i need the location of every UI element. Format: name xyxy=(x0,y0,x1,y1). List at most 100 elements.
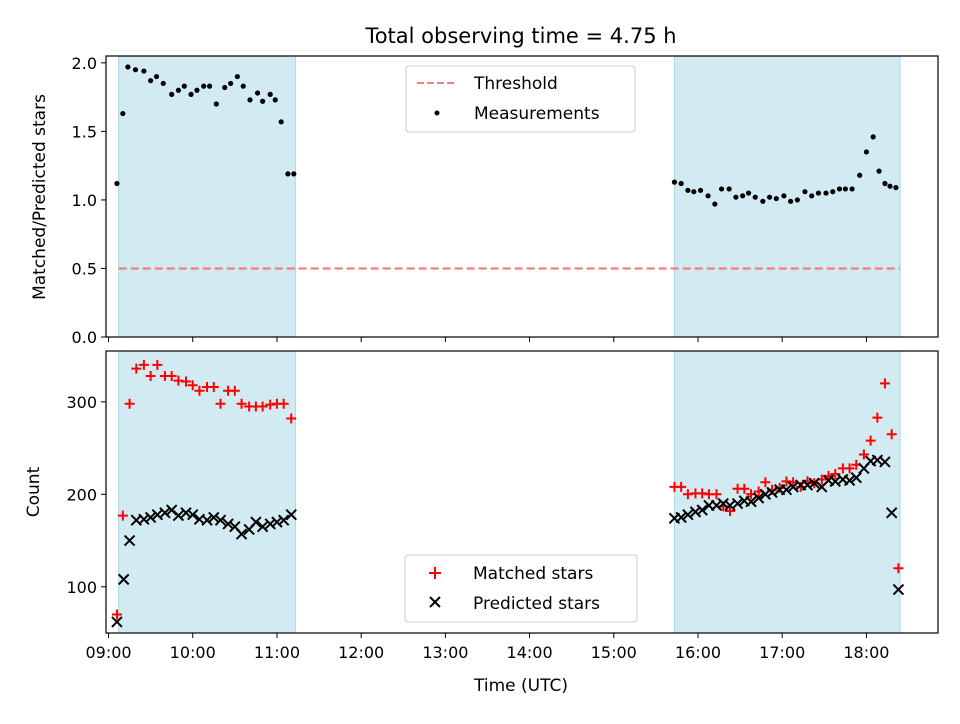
matched-star-point xyxy=(711,489,722,500)
bottom-x-axis: 09:00 10:00 11:00 12:00 13:00 14:00 15:00 16:00… xyxy=(85,633,889,662)
measurements-legend-label: Measurements xyxy=(474,104,600,124)
predicted-star-point xyxy=(159,507,171,519)
matched-star-point xyxy=(194,385,205,396)
predicted-star-point xyxy=(250,516,262,528)
measurement-point xyxy=(712,201,718,207)
top-y-tick-label: 2.0 xyxy=(72,54,97,73)
predicted-star-point xyxy=(731,497,744,510)
x-tick-label: 15:00 xyxy=(591,643,637,662)
measurement-point xyxy=(802,189,808,195)
predicted-star-point xyxy=(277,514,290,526)
top-x-ticks xyxy=(108,337,867,342)
bottom-legend-box xyxy=(404,554,638,623)
top-y-tick-label: 0.5 xyxy=(72,259,97,278)
matched-star-point xyxy=(117,510,128,521)
top-shaded-intervals xyxy=(118,55,901,338)
predicted-star-point xyxy=(256,520,269,533)
measurement-point xyxy=(678,180,684,187)
bottom-legend: Matched stars Predicted stars xyxy=(404,554,638,623)
predicted-star-point xyxy=(201,514,213,526)
measurement-point xyxy=(267,91,273,97)
measurement-point xyxy=(260,98,266,104)
matched-star-point xyxy=(111,609,122,620)
measurement-point xyxy=(201,83,207,89)
predicted-star-point xyxy=(235,528,248,540)
measurement-point xyxy=(114,180,120,187)
matched-star-point xyxy=(795,481,806,492)
matched-star-point xyxy=(208,382,219,393)
measurement-point xyxy=(870,134,876,140)
measurement-point xyxy=(188,91,194,97)
measurement-point xyxy=(773,195,779,202)
predicted-star-point xyxy=(675,511,687,524)
matched-star-point xyxy=(739,483,750,494)
matched-star-point xyxy=(152,359,163,370)
predicted-star-point xyxy=(801,479,814,491)
measurement-point xyxy=(153,73,160,80)
matched-star-point xyxy=(131,363,142,374)
measurement-point xyxy=(718,186,725,192)
predicted-star-point xyxy=(111,616,123,628)
bottom-panel: 100 200 300 09:00 10:00 11:00 12:00 13:00 14:00… xyxy=(24,350,939,696)
matched-star-point xyxy=(257,401,268,412)
predicted-star-point xyxy=(264,518,276,530)
top-y-label: Matched/Predicted stars xyxy=(30,94,50,300)
x-tick-label: 17:00 xyxy=(759,643,805,662)
predicted-star-point xyxy=(285,508,297,521)
predicted-star-point xyxy=(138,513,150,525)
x-tick-label: 13:00 xyxy=(422,643,468,662)
measurement-point xyxy=(691,189,697,195)
predicted-star-point xyxy=(123,534,136,547)
measurement-point xyxy=(234,73,240,80)
measurement-point xyxy=(740,193,746,199)
predicted-star-point xyxy=(843,474,856,487)
measurement-point xyxy=(141,68,147,74)
measurement-point xyxy=(278,119,284,125)
measurement-point xyxy=(876,168,882,174)
measurement-point xyxy=(733,194,739,200)
measurement-point xyxy=(125,64,131,70)
matched-star-point xyxy=(145,370,156,381)
bottom-axes-frame xyxy=(105,350,939,634)
measurement-point xyxy=(120,110,126,117)
x-tick-label: 11:00 xyxy=(254,643,300,662)
measurement-point xyxy=(781,193,787,199)
matched-star-point xyxy=(865,435,876,446)
measurement-point xyxy=(830,189,836,195)
predicted-star-point xyxy=(187,508,199,521)
x-axis-label: Time (UTC) xyxy=(473,676,568,696)
measurement-point xyxy=(272,97,278,103)
top-shade-0 xyxy=(118,55,296,338)
predicted-star-point xyxy=(214,514,227,526)
predicted-star-point xyxy=(682,508,694,521)
x-tick-label: 16:00 xyxy=(675,643,721,662)
x-tick-label: 09:00 xyxy=(85,643,131,662)
measurement-point xyxy=(863,149,870,155)
measurement-point xyxy=(726,186,732,192)
measurement-point xyxy=(697,187,704,193)
predicted-star-point xyxy=(172,509,185,522)
measurement-point xyxy=(842,186,848,192)
measurement-point xyxy=(247,97,253,103)
measurement-point xyxy=(285,171,291,177)
predicted-legend-label: Predicted stars xyxy=(473,594,600,614)
matched-star-point xyxy=(893,563,904,574)
measurement-point xyxy=(132,67,139,73)
matched-star-point xyxy=(725,505,735,516)
top-legend-box xyxy=(405,65,636,133)
matched-legend-label: Matched stars xyxy=(473,564,593,584)
measurement-point xyxy=(823,190,829,196)
matched-star-point xyxy=(879,378,890,389)
top-axes-frame xyxy=(105,55,939,338)
x-tick-label: 12:00 xyxy=(338,643,384,662)
measurement-point xyxy=(169,91,175,97)
measurement-point xyxy=(240,83,246,89)
top-panel: 0.00.51.01.52.0 Matched/Predicted stars … xyxy=(30,54,939,347)
predicted-star-point xyxy=(885,507,898,519)
predicted-star-point xyxy=(271,516,283,528)
predicted-star-point xyxy=(745,496,757,508)
measurement-point xyxy=(760,198,766,204)
measurement-point xyxy=(882,180,888,187)
matched-star-point xyxy=(760,477,771,488)
measurement-point xyxy=(194,87,200,93)
